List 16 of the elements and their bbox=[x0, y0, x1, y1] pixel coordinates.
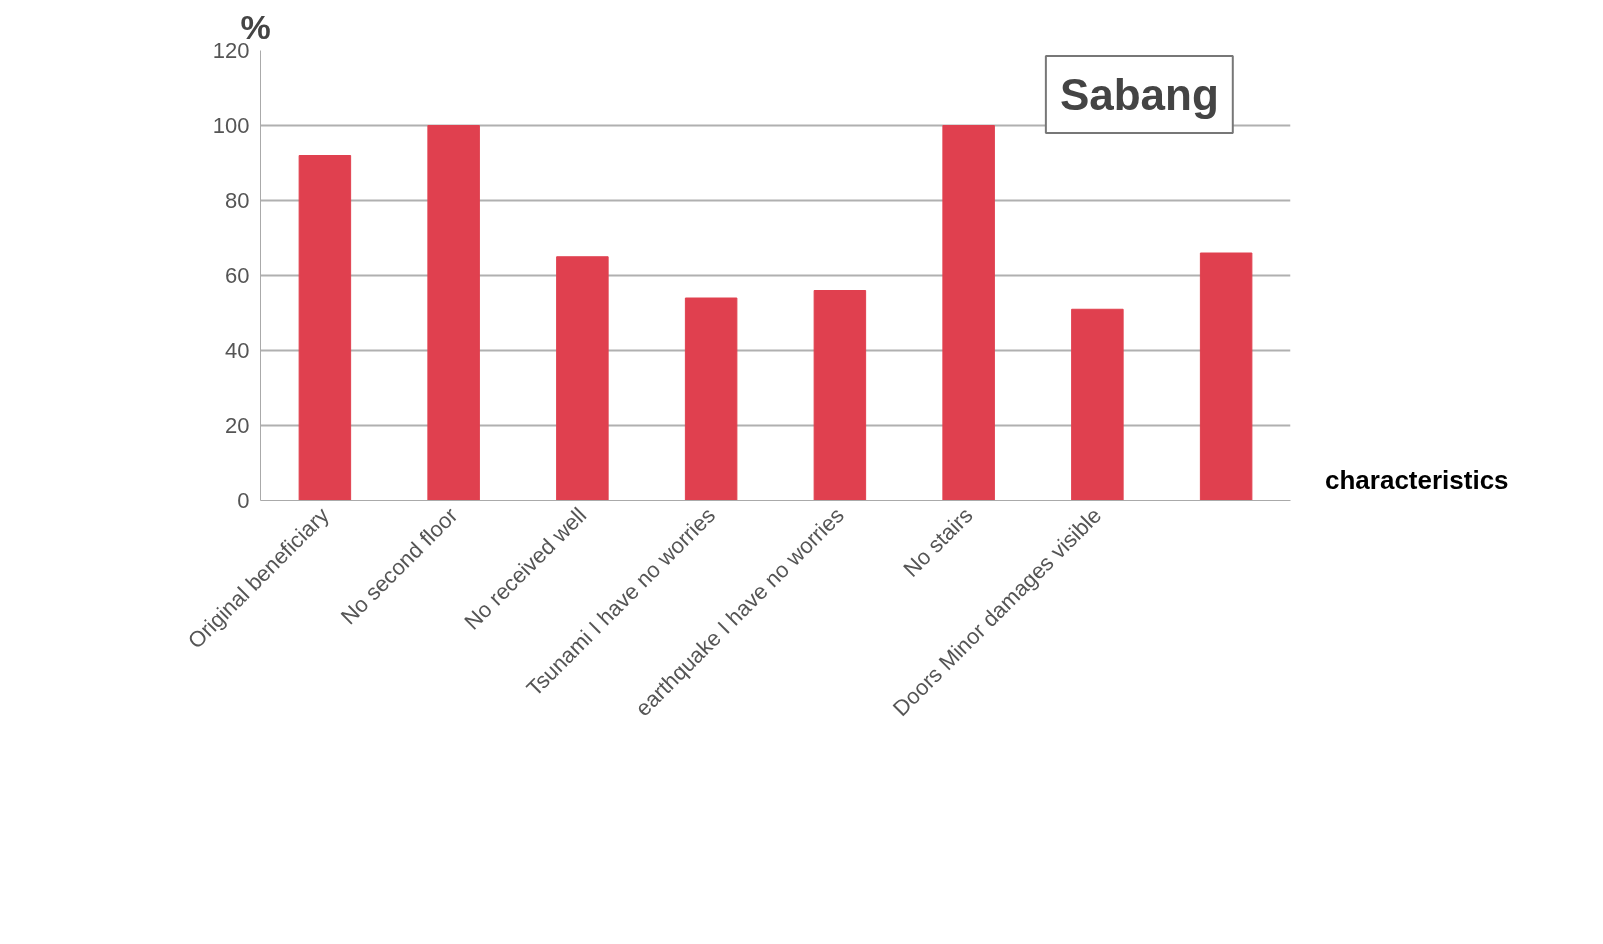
y-tick-label: 0 bbox=[237, 488, 250, 513]
y-tick-label: 60 bbox=[225, 263, 250, 288]
bar bbox=[684, 297, 738, 501]
bar bbox=[298, 155, 352, 501]
y-tick-label: 40 bbox=[225, 338, 250, 363]
y-tick-label: 80 bbox=[225, 188, 250, 213]
x-axis-title: characteristics bbox=[1325, 464, 1509, 497]
y-tick-label: 100 bbox=[212, 113, 250, 138]
y-tick-label: 20 bbox=[225, 413, 250, 438]
bar bbox=[813, 290, 867, 501]
bar bbox=[556, 256, 609, 501]
chart-title: Sabang bbox=[1059, 70, 1219, 119]
bar bbox=[1199, 252, 1253, 501]
bar bbox=[1071, 308, 1124, 501]
bar bbox=[427, 125, 480, 501]
bar bbox=[942, 125, 995, 501]
